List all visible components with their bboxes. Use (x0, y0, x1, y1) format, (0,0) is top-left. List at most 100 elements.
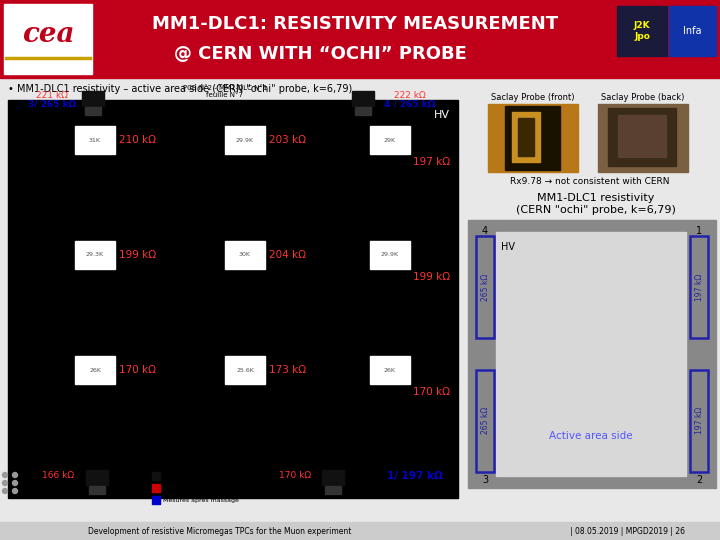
Text: 4 / 265 kΩ: 4 / 265 kΩ (384, 99, 436, 109)
Text: 29.3K: 29.3K (86, 253, 104, 258)
Text: (CERN "ochi" probe, k=6,79): (CERN "ochi" probe, k=6,79) (516, 205, 676, 215)
Bar (476, 236, 494, 339)
Text: HV: HV (434, 110, 450, 120)
Bar (618, 115, 666, 157)
Text: MM1-DLC1: RESISTIVITY MEASUREMENT: MM1-DLC1: RESISTIVITY MEASUREMENT (152, 15, 558, 33)
Circle shape (2, 472, 7, 477)
Bar (0, 0, 720, 78)
Text: Rx9.78 → not consistent with CERN: Rx9.78 → not consistent with CERN (510, 178, 670, 186)
Bar (152, 484, 160, 492)
Bar (496, 232, 686, 476)
Text: | 08.05.2019 | MPGD2019 | 26: | 08.05.2019 | MPGD2019 | 26 (570, 526, 685, 536)
Bar (669, 6, 716, 56)
Text: 1: 1 (696, 226, 702, 236)
Circle shape (2, 481, 7, 485)
Circle shape (12, 481, 17, 485)
Text: 29.9K: 29.9K (381, 253, 399, 258)
Text: 25.6K: 25.6K (236, 368, 254, 373)
Bar (518, 118, 534, 156)
Bar (75, 241, 115, 269)
Text: J2K
Jpo: J2K Jpo (634, 21, 650, 40)
Bar (8, 100, 458, 498)
Text: 173 kΩ: 173 kΩ (269, 365, 306, 375)
Bar (352, 91, 374, 106)
Text: 3/ 265 kΩ: 3/ 265 kΩ (28, 99, 76, 109)
Text: @ CERN WITH “OCHI” PROBE: @ CERN WITH “OCHI” PROBE (174, 45, 467, 63)
Text: 210 kΩ: 210 kΩ (119, 135, 156, 145)
Text: 2: 2 (696, 475, 702, 485)
Text: Mesures avant pressurpe: Mesures avant pressurpe (163, 474, 243, 478)
Bar (0, 522, 720, 540)
Text: feuille N°7: feuille N°7 (207, 92, 243, 98)
Text: 221 kΩ: 221 kΩ (36, 91, 68, 99)
Text: 197 kΩ: 197 kΩ (695, 407, 703, 434)
Bar (152, 472, 160, 480)
Text: Les valeurs affichées ne tiennent pas compte du coefficient de
l'appareil qui es: Les valeurs affichées ne tiennent pas co… (142, 103, 308, 113)
Bar (152, 496, 160, 504)
Bar (225, 356, 265, 384)
Bar (355, 107, 371, 115)
Bar (505, 106, 560, 170)
Circle shape (12, 489, 17, 494)
Bar (82, 91, 104, 106)
Bar (370, 126, 410, 154)
Text: 199 kΩ: 199 kΩ (413, 272, 450, 282)
Text: 204 kΩ: 204 kΩ (269, 250, 306, 260)
Bar (85, 107, 101, 115)
Bar (370, 356, 410, 384)
Bar (370, 241, 410, 269)
Bar (608, 108, 676, 166)
Text: 166 kΩ: 166 kΩ (42, 471, 74, 481)
Text: 26K: 26K (89, 368, 101, 373)
Bar (690, 236, 708, 339)
Text: 222 kΩ: 222 kΩ (394, 91, 426, 99)
Text: 31K: 31K (89, 138, 101, 143)
Text: 265 kΩ: 265 kΩ (480, 407, 490, 434)
Text: cea: cea (22, 22, 74, 49)
Bar (512, 112, 540, 162)
Text: 199 kΩ: 199 kΩ (119, 250, 156, 260)
Text: 29K: 29K (384, 138, 396, 143)
Text: PCB N°2 - MM1-DLC N°1: PCB N°2 - MM1-DLC N°1 (183, 85, 267, 91)
Bar (617, 6, 667, 56)
Text: Saclay Probe (back): Saclay Probe (back) (601, 93, 685, 103)
Bar (598, 104, 688, 172)
Bar (225, 126, 265, 154)
Bar (75, 126, 115, 154)
Text: Mesure après mise en gaz: Mesure après mise en gaz (163, 485, 246, 491)
Text: 26K: 26K (384, 368, 396, 373)
Text: Mesures après massage: Mesures après massage (163, 497, 239, 503)
Text: 197 kΩ: 197 kΩ (695, 274, 703, 301)
Text: 4: 4 (482, 226, 488, 236)
Bar (86, 470, 108, 485)
Text: Saclay Probe (front): Saclay Probe (front) (491, 93, 575, 103)
Text: 3: 3 (482, 475, 488, 485)
Bar (75, 356, 115, 384)
Bar (476, 369, 494, 472)
Bar (690, 369, 708, 472)
Text: 170 kΩ: 170 kΩ (279, 471, 311, 481)
Circle shape (12, 472, 17, 477)
Bar (468, 220, 716, 488)
Bar (89, 486, 105, 494)
Bar (325, 486, 341, 494)
Text: 265 kΩ: 265 kΩ (480, 274, 490, 301)
Text: 1/ 197 kΩ: 1/ 197 kΩ (387, 471, 443, 481)
Text: Development of resistive Micromegas TPCs for the Muon experiment: Development of resistive Micromegas TPCs… (89, 526, 351, 536)
Text: • MM1-DLC1 resistivity – active area side (CERN "ochi" probe, k=6,79): • MM1-DLC1 resistivity – active area sid… (8, 84, 352, 94)
Bar (0, 78, 720, 540)
Text: 170 kΩ: 170 kΩ (413, 387, 450, 397)
Text: 170 kΩ: 170 kΩ (119, 365, 156, 375)
Bar (4, 4, 92, 74)
Text: 30K: 30K (239, 253, 251, 258)
Text: Active area side: Active area side (549, 431, 633, 441)
Bar (225, 241, 265, 269)
Text: 29.9K: 29.9K (236, 138, 254, 143)
Text: HV: HV (501, 242, 515, 252)
Circle shape (2, 489, 7, 494)
Bar (322, 470, 344, 485)
Text: 203 kΩ: 203 kΩ (269, 135, 306, 145)
Text: Infa: Infa (683, 26, 701, 36)
Text: MM1-DLC1 resistivity: MM1-DLC1 resistivity (537, 193, 654, 203)
Text: 197 kΩ: 197 kΩ (413, 157, 450, 167)
